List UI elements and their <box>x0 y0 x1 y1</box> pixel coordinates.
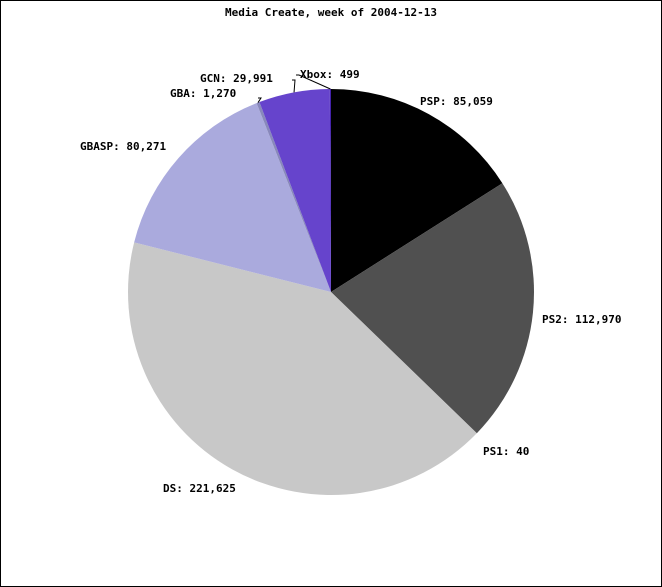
leader-line <box>292 79 296 93</box>
slice-label: GBASP: 80,271 <box>80 140 166 153</box>
pie-slice <box>329 89 331 292</box>
leader-line <box>296 74 331 90</box>
slice-label: GBA: 1,270 <box>170 87 236 100</box>
pie-slice <box>331 292 477 434</box>
slice-label: GCN: 29,991 <box>200 72 273 85</box>
pie-slice <box>127 242 477 496</box>
pie-slice <box>331 89 503 292</box>
chart-title: Media Create, week of 2004-12-13 <box>225 6 437 19</box>
pie-slice <box>259 89 331 292</box>
leader-line <box>257 97 262 103</box>
slice-label: Xbox: 499 <box>300 68 360 81</box>
slice-label: PS1: 40 <box>483 445 529 458</box>
slice-label: DS: 221,625 <box>163 482 236 495</box>
slice-label: PS2: 112,970 <box>542 313 621 326</box>
pie-slice <box>331 183 534 434</box>
pie-slice <box>134 103 331 292</box>
slice-label: PSP: 85,059 <box>420 95 493 108</box>
pie-slice <box>256 102 331 292</box>
